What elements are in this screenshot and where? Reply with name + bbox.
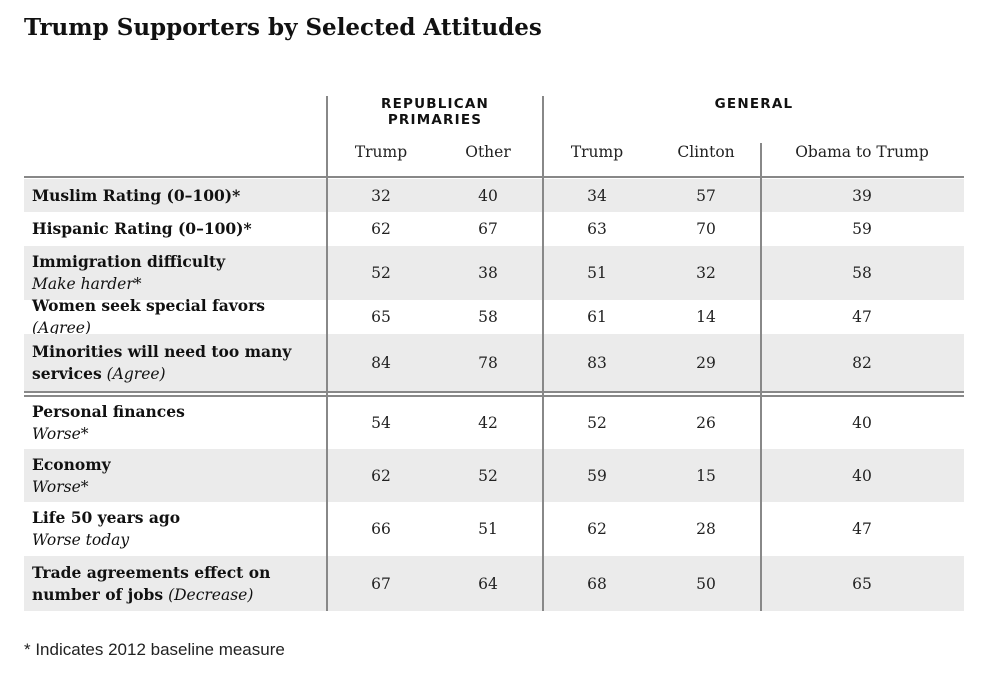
cell-general-trump: 83 [587, 353, 607, 372]
column-divider-obama-to-trump [760, 143, 762, 611]
row-label-text: Trade agreements effect on number of job… [32, 562, 294, 606]
cell-primary-other: 38 [478, 264, 498, 282]
row-label-note: Worse* [32, 477, 89, 496]
cell-primary-trump: 32 [371, 186, 391, 205]
cell-general-clinton: 14 [696, 308, 716, 326]
cell-primary-other: 67 [478, 220, 498, 238]
row-label-main: Trade agreements effect on number of job… [32, 562, 271, 604]
row-label-text: Minorities will need too many services (… [32, 341, 294, 385]
column-divider-general [542, 96, 544, 611]
cell-general-trump: 34 [587, 186, 607, 205]
cell-primary-other: 58 [478, 308, 498, 326]
cell-primary-trump: 54 [371, 414, 391, 432]
table-row: Trade agreements effect on number of job… [24, 556, 964, 611]
row-label-main: Hispanic Rating (0–100)* [32, 219, 252, 238]
cell-primary-trump: 67 [371, 574, 391, 593]
cell-primary-other: 52 [478, 466, 498, 485]
table-row: Hispanic Rating (0–100)* 62 67 63 70 59 [24, 212, 964, 246]
cell-obama-to-trump: 65 [852, 574, 872, 593]
header-divider [24, 176, 964, 178]
cell-primary-trump: 62 [371, 466, 391, 485]
section-divider-top [24, 391, 964, 393]
chart-title: Trump Supporters by Selected Attitudes [24, 14, 542, 41]
cell-primary-other: 42 [478, 414, 498, 432]
row-label: Hispanic Rating (0–100)* [32, 212, 324, 246]
row-label-main: Economy [32, 454, 111, 474]
cell-primary-trump: 52 [371, 264, 391, 282]
cell-general-trump: 59 [587, 466, 607, 485]
row-label: Personal finances Worse* [32, 397, 324, 449]
row-label-main: Women seek special favors [32, 296, 266, 315]
cell-primary-other: 78 [478, 353, 498, 372]
cell-primary-trump: 66 [371, 520, 391, 538]
row-label-note: (Agree) [106, 364, 166, 383]
column-header-obama-to-trump: Obama to Trump [795, 143, 929, 161]
cell-obama-to-trump: 58 [852, 264, 872, 282]
column-header-general-clinton: Clinton [677, 143, 735, 161]
row-label-note: Worse today [32, 531, 130, 549]
group-header-general: GENERAL [714, 96, 794, 112]
cell-primary-other: 51 [478, 520, 498, 538]
row-label: Immigration difficulty Make harder* [32, 246, 324, 300]
cell-general-trump: 62 [587, 520, 607, 538]
row-label-note: (Decrease) [168, 585, 254, 604]
cell-obama-to-trump: 39 [852, 186, 872, 205]
cell-primary-trump: 62 [371, 220, 391, 238]
row-label-main: Personal finances [32, 402, 185, 421]
table-row: Economy Worse* 62 52 59 15 40 [24, 449, 964, 502]
table-row: Immigration difficulty Make harder* 52 38 51… [24, 246, 964, 300]
cell-obama-to-trump: 40 [852, 414, 872, 432]
row-label: Women seek special favors (Agree) [32, 296, 324, 337]
row-label-main: Life 50 years ago [32, 508, 181, 527]
table-row: Minorities will need too many services (… [24, 334, 964, 391]
row-label: Muslim Rating (0–100)* [32, 179, 324, 212]
cell-primary-other: 40 [478, 186, 498, 205]
cell-obama-to-trump: 40 [852, 466, 872, 485]
row-label-note: (Agree) [32, 319, 91, 337]
cell-obama-to-trump: 47 [852, 520, 872, 538]
row-label: Economy Worse* [32, 449, 324, 502]
cell-obama-to-trump: 59 [852, 220, 872, 238]
cell-general-trump: 68 [587, 574, 607, 593]
group-header-republican-primaries: REPUBLICAN PRIMARIES [380, 96, 490, 128]
column-header-primary-other: Other [465, 143, 511, 161]
cell-general-clinton: 32 [696, 264, 716, 282]
cell-general-trump: 61 [587, 308, 607, 326]
cell-general-trump: 51 [587, 264, 607, 282]
row-label-note: Worse* [32, 425, 89, 443]
cell-obama-to-trump: 47 [852, 308, 872, 326]
row-label-main: Minorities will need too many services [32, 341, 292, 383]
cell-primary-trump: 84 [371, 353, 391, 372]
cell-general-clinton: 15 [696, 466, 716, 485]
table-row: Personal finances Worse* 54 42 52 26 40 [24, 397, 964, 449]
cell-obama-to-trump: 82 [852, 353, 872, 372]
row-label: Trade agreements effect on number of job… [32, 556, 324, 611]
row-label: Life 50 years ago Worse today [32, 502, 324, 556]
row-label-note: Make harder* [32, 275, 142, 293]
cell-primary-other: 64 [478, 574, 498, 593]
row-label-text: Women seek special favors (Agree) [32, 295, 324, 339]
cell-general-trump: 52 [587, 414, 607, 432]
cell-general-clinton: 57 [696, 186, 716, 205]
column-header-general-trump: Trump [570, 143, 624, 161]
section-divider-bottom [24, 395, 964, 397]
row-label-main: Immigration difficulty [32, 252, 226, 271]
table-row: Life 50 years ago Worse today 66 51 62 28 47 [24, 502, 964, 556]
footnote: * Indicates 2012 baseline measure [24, 640, 285, 659]
table-row: Muslim Rating (0–100)* 32 40 34 57 39 [24, 179, 964, 212]
table-row: Women seek special favors (Agree) 65 58 61 1… [24, 296, 964, 337]
cell-general-clinton: 26 [696, 414, 716, 432]
column-header-primary-trump: Trump [354, 143, 408, 161]
row-label: Minorities will need too many services (… [32, 334, 324, 391]
cell-general-clinton: 28 [696, 520, 716, 538]
cell-general-clinton: 29 [696, 353, 716, 372]
column-divider-primaries [326, 96, 328, 611]
cell-general-trump: 63 [587, 220, 607, 238]
cell-general-clinton: 70 [696, 220, 716, 238]
cell-general-clinton: 50 [696, 574, 716, 593]
cell-primary-trump: 65 [371, 308, 391, 326]
row-label-main: Muslim Rating (0–100)* [32, 185, 241, 205]
